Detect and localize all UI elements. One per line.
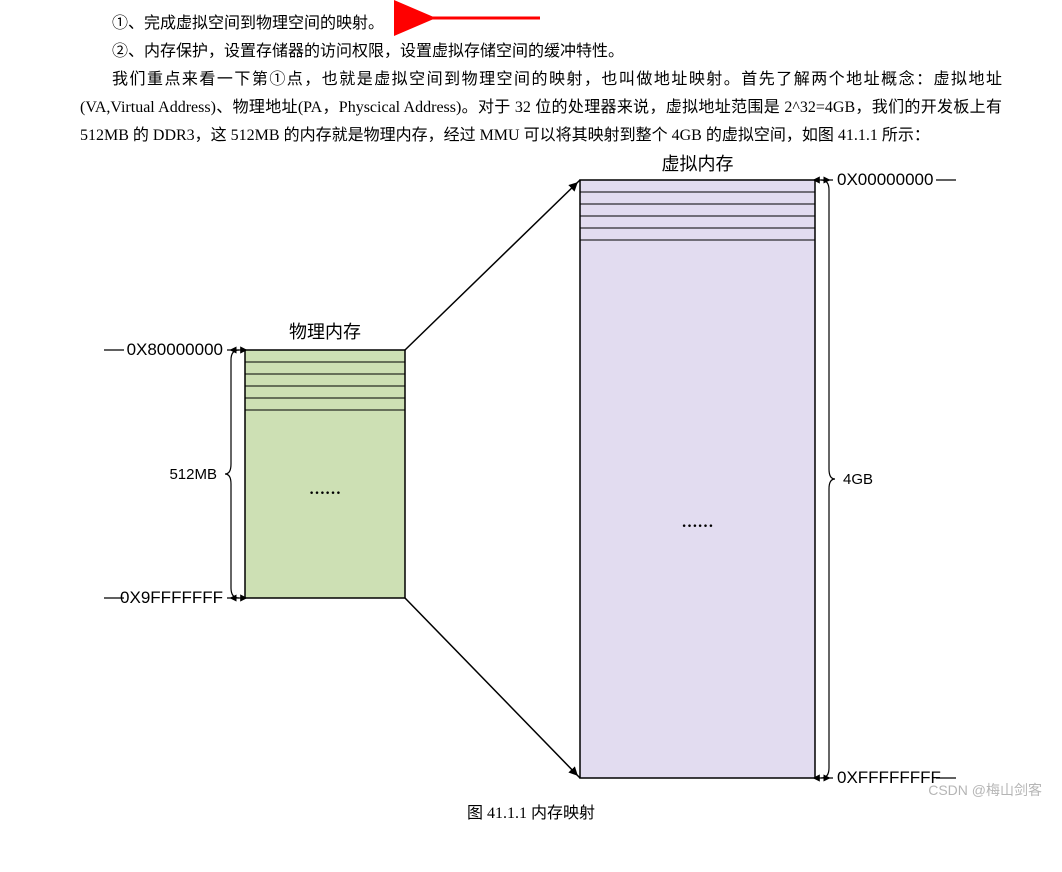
watermark: CSDN @梅山剑客 bbox=[928, 780, 1042, 800]
svg-text:0X80000000: 0X80000000 bbox=[127, 340, 223, 359]
svg-text:……: …… bbox=[309, 481, 341, 498]
bullet-1: ①、完成虚拟空间到物理空间的映射。 bbox=[80, 10, 1002, 38]
bullet-2: ②、内存保护，设置存储器的访问权限，设置虚拟存储空间的缓冲特性。 bbox=[80, 38, 1002, 66]
svg-text:图 41.1.1 内存映射: 图 41.1.1 内存映射 bbox=[467, 804, 595, 822]
svg-text:0X00000000: 0X00000000 bbox=[837, 170, 933, 189]
svg-text:物理内存: 物理内存 bbox=[289, 322, 361, 342]
svg-text:0X9FFFFFFF: 0X9FFFFFFF bbox=[120, 588, 223, 607]
svg-text:0XFFFFFFFF: 0XFFFFFFFF bbox=[837, 768, 941, 787]
svg-text:512MB: 512MB bbox=[169, 466, 217, 483]
paragraph: 我们重点来看一下第①点，也就是虚拟空间到物理空间的映射，也叫做地址映射。首先了解… bbox=[80, 66, 1002, 150]
svg-text:4GB: 4GB bbox=[843, 471, 873, 488]
text-block: ①、完成虚拟空间到物理空间的映射。 ②、内存保护，设置存储器的访问权限，设置虚拟… bbox=[0, 0, 1062, 150]
svg-text:……: …… bbox=[682, 514, 714, 531]
memory-mapping-diagram: …… …… 物理内存 虚拟内存 0X80000000 0X9FFFFFFF 0X000000… bbox=[0, 150, 1062, 830]
svg-text:虚拟内存: 虚拟内存 bbox=[662, 154, 734, 174]
